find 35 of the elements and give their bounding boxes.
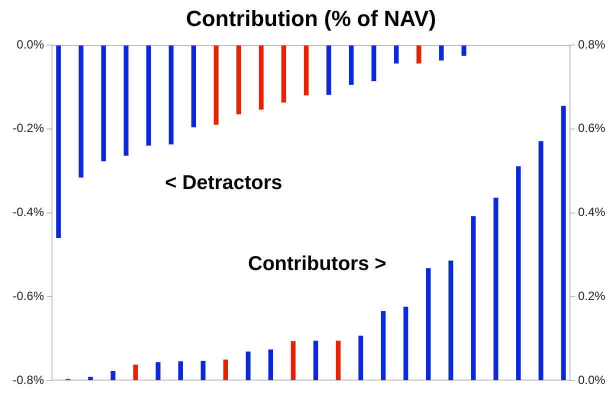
bar <box>223 360 228 380</box>
bar <box>246 352 251 380</box>
bar <box>88 376 93 380</box>
bar <box>156 362 160 380</box>
bar <box>313 340 318 380</box>
bar <box>426 268 431 380</box>
y-tick-label: -0.6% <box>12 289 44 304</box>
bar <box>133 364 138 380</box>
bar <box>336 340 341 380</box>
annotation: Contributors > <box>248 253 386 276</box>
bar <box>110 370 116 380</box>
bar <box>290 341 296 380</box>
y-tick-label: -0.2% <box>12 121 44 136</box>
bar <box>448 260 454 380</box>
bar <box>561 106 566 380</box>
bar <box>516 166 521 380</box>
y-tick-label: -0.8% <box>12 372 44 387</box>
y-tick-label: 0.0% <box>16 37 44 52</box>
bar <box>403 306 408 380</box>
bar <box>358 336 364 380</box>
y2-tick-label: 0.6% <box>578 121 606 136</box>
bar <box>200 360 206 380</box>
bar <box>471 216 476 380</box>
y2-tick-label: 0.2% <box>578 289 606 304</box>
annotation: < Detractors <box>165 172 282 195</box>
bar <box>178 361 183 380</box>
y2-tick-label: 0.8% <box>578 37 606 52</box>
chart-title: Contribution (% of NAV) <box>184 6 438 32</box>
y-tick-label: -0.4% <box>12 205 44 220</box>
bar <box>494 198 498 380</box>
bar <box>268 350 274 380</box>
y2-tick-label: 0.4% <box>578 205 606 220</box>
bar <box>538 141 544 380</box>
bar <box>380 310 386 380</box>
y2-tick-label: 0.0% <box>578 372 606 387</box>
